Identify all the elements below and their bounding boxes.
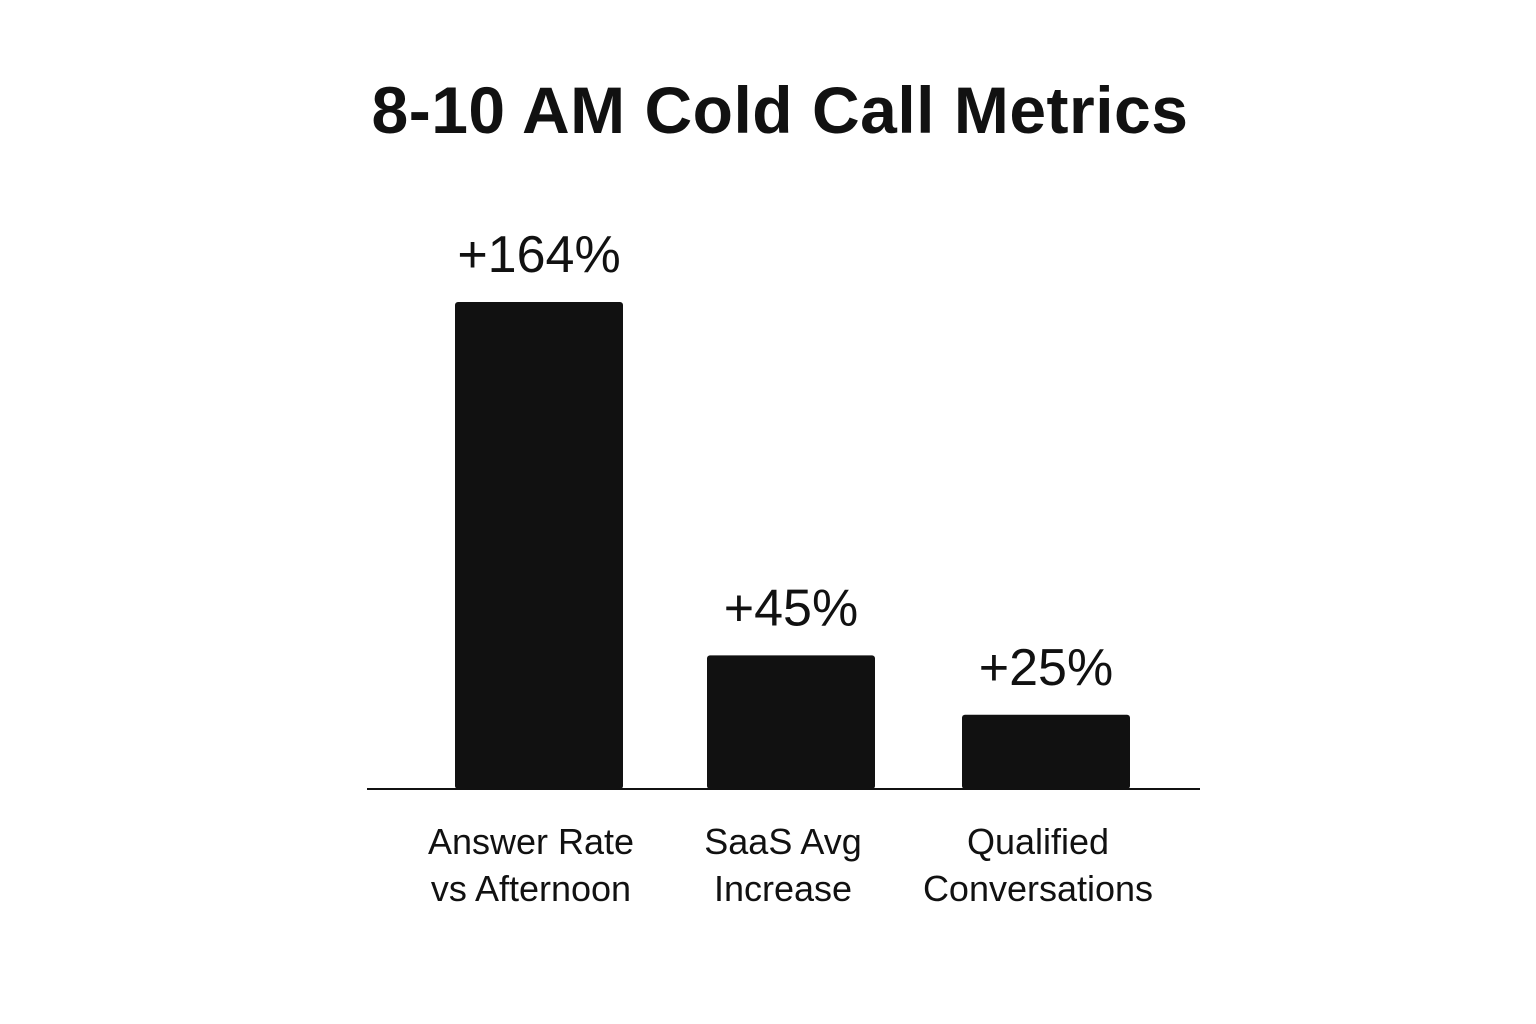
category-label-line: Conversations [923,868,1153,909]
chart-title: 8-10 AM Cold Call Metrics [371,73,1189,147]
bar-1 [455,302,623,789]
category-label-line: vs Afternoon [431,868,631,909]
bar-2 [707,655,875,789]
value-label-1: +164% [457,226,620,284]
category-label-line: Answer Rate [428,821,634,862]
category-labels-group: Answer Rate vs Afternoon SaaS Avg Increase Q… [428,821,1153,909]
bar-3 [962,714,1130,789]
category-label-3: Qualified Conversations [923,821,1153,909]
bars-group [455,302,1130,789]
value-labels-group: +164% +45% +25% [457,226,1113,697]
category-label-line: Increase [714,868,852,909]
value-label-3: +25% [979,639,1113,697]
category-label-2: SaaS Avg Increase [704,821,861,909]
category-label-line: SaaS Avg [704,821,861,862]
value-label-2: +45% [724,579,858,637]
category-label-1: Answer Rate vs Afternoon [428,821,634,909]
category-label-line: Qualified [967,821,1109,862]
